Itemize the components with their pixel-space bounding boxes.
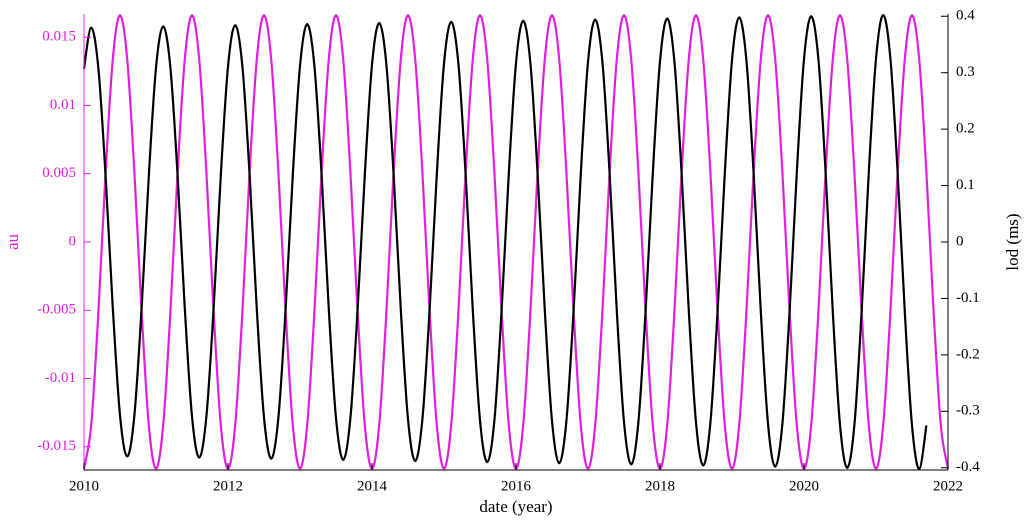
x-tick-label: 2016 bbox=[501, 478, 532, 494]
x-axis-label: date (year) bbox=[479, 497, 552, 516]
y-tick-label: -0.005 bbox=[37, 302, 76, 318]
series-line bbox=[82, 14, 950, 470]
y-tick-label: -0.01 bbox=[45, 370, 76, 386]
y2-tick-label: -0.4 bbox=[956, 459, 980, 475]
y2-tick-label: -0.1 bbox=[956, 290, 980, 306]
y2-axis-label: lod (ms) bbox=[1003, 213, 1022, 270]
y-tick-label: 0.01 bbox=[50, 97, 76, 113]
y-tick-label: 0.005 bbox=[42, 165, 76, 181]
y2-tick-label: 0.1 bbox=[956, 177, 975, 193]
x-tick-label: 2018 bbox=[645, 478, 675, 494]
x-tick-label: 2014 bbox=[357, 478, 388, 494]
y2-tick-label: -0.3 bbox=[956, 403, 980, 419]
y-tick-label: 0 bbox=[69, 233, 77, 249]
x-tick-label: 2022 bbox=[933, 478, 963, 494]
y-tick-label: -0.015 bbox=[37, 438, 76, 454]
y2-tick-label: 0.3 bbox=[956, 64, 975, 80]
series-line bbox=[82, 14, 928, 470]
x-tick-label: 2020 bbox=[789, 478, 819, 494]
y-axis-label: au bbox=[3, 233, 22, 250]
y2-tick-label: 0.4 bbox=[956, 8, 975, 24]
x-tick-label: 2010 bbox=[69, 478, 99, 494]
y2-tick-label: -0.2 bbox=[956, 346, 980, 362]
x-tick-label: 2012 bbox=[213, 478, 243, 494]
y-tick-label: 0.015 bbox=[42, 29, 76, 45]
y2-tick-label: 0.2 bbox=[956, 121, 975, 137]
y2-tick-label: 0 bbox=[956, 233, 964, 249]
